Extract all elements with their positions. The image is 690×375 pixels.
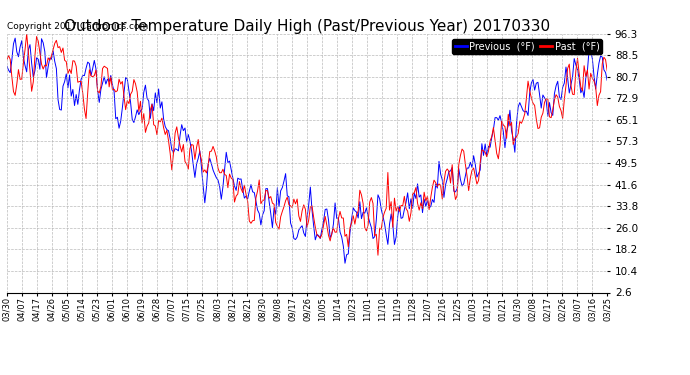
Legend: Previous  (°F), Past  (°F): Previous (°F), Past (°F) — [452, 39, 602, 54]
Text: Copyright 2017 Cartronics.com: Copyright 2017 Cartronics.com — [7, 22, 148, 31]
Title: Outdoor Temperature Daily High (Past/Previous Year) 20170330: Outdoor Temperature Daily High (Past/Pre… — [64, 19, 550, 34]
